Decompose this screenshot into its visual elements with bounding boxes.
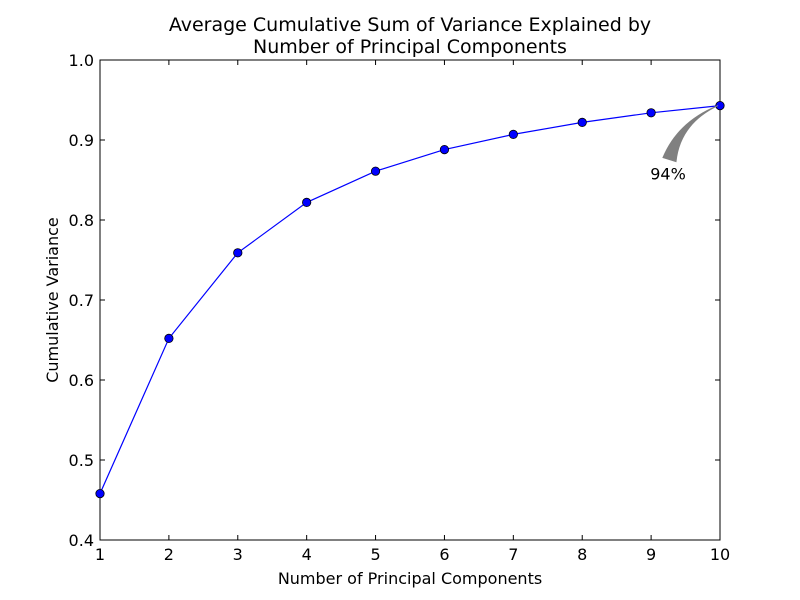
y-tick-label: 0.6 xyxy=(69,371,94,390)
chart-title-line-2: Number of Principal Components xyxy=(253,36,567,58)
data-point xyxy=(164,333,174,343)
x-tick-label: 3 xyxy=(233,545,243,564)
y-tick-label: 0.8 xyxy=(69,211,94,230)
y-tick-label: 1.0 xyxy=(69,51,94,70)
x-tick-label: 10 xyxy=(710,545,730,564)
y-tick-label: 0.7 xyxy=(69,291,94,310)
data-point xyxy=(715,101,725,111)
y-tick-label: 0.5 xyxy=(69,451,94,470)
data-point xyxy=(302,197,312,207)
x-tick-label: 5 xyxy=(370,545,380,564)
series-line xyxy=(99,105,721,494)
y-tick-label: 0.4 xyxy=(69,531,94,550)
data-point xyxy=(508,129,518,139)
x-tick-label: 7 xyxy=(508,545,518,564)
data-point xyxy=(646,108,656,118)
annotation-layer: 94% xyxy=(650,105,719,184)
data-point xyxy=(370,166,381,176)
x-axis-label: Number of Principal Components xyxy=(278,569,542,588)
data-point xyxy=(439,145,450,155)
x-tick-label: 1 xyxy=(95,545,105,564)
series-layer xyxy=(95,101,725,499)
annotation-arrow xyxy=(662,105,719,163)
data-point xyxy=(233,248,243,258)
x-tick-label: 6 xyxy=(439,545,449,564)
chart-title-line-1: Average Cumulative Sum of Variance Expla… xyxy=(169,14,651,36)
y-tick-label: 0.9 xyxy=(69,131,94,150)
x-tick-label: 4 xyxy=(302,545,312,564)
data-point xyxy=(95,488,105,499)
plot-area xyxy=(99,59,721,541)
x-tick-label: 9 xyxy=(646,545,656,564)
data-point xyxy=(577,117,587,128)
axis-ticks: 1 2 3 4 5 6 7 8 9 10 0.4 0.5 0.6 0.7 0.8 0.9 1.0 xyxy=(69,51,731,564)
x-tick-label: 8 xyxy=(577,545,587,564)
x-tick-label: 2 xyxy=(164,545,174,564)
annotation-label: 94% xyxy=(650,165,686,184)
y-axis-label: Cumulative Variance xyxy=(43,217,62,383)
